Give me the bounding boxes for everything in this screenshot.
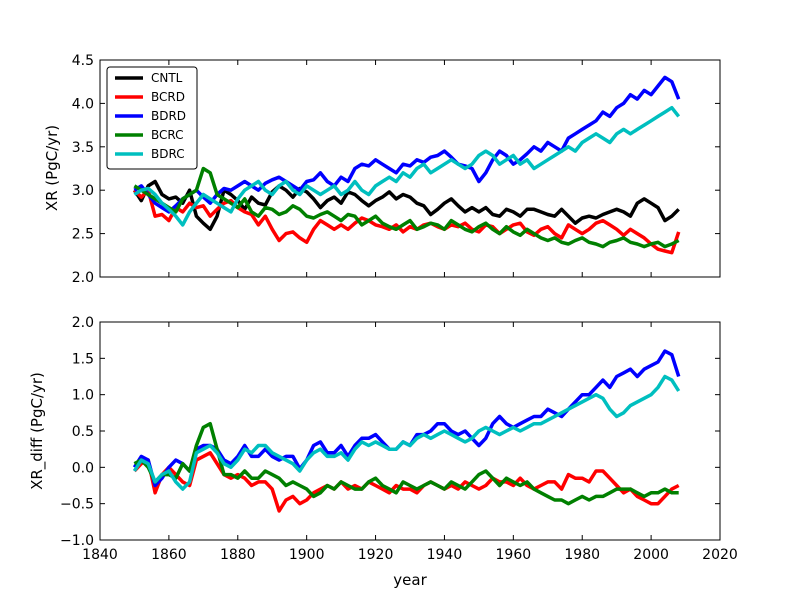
top-panel: 2.0 2.5 3.0 3.5 4.0 4.5 XR (PgC/yr) CNTL BCRD B… — [43, 53, 721, 286]
top-ytick-label: 2.0 — [72, 270, 94, 286]
legend-label-bcrc: BCRC — [151, 128, 184, 142]
bottom-ytick-label: 2.0 — [72, 315, 94, 331]
bottom-series-bcrc — [133, 421, 679, 506]
bottom-xtick-label: 1840 — [82, 547, 118, 563]
bottom-ytick-label: 1.5 — [72, 351, 94, 367]
top-ylabel: XR (PgC/yr) — [43, 125, 61, 211]
top-plot-frame — [99, 59, 721, 278]
bottom-ytick-label: 1.0 — [72, 388, 94, 404]
bottom-xlabel: year — [393, 571, 427, 589]
top-series-bcrd — [133, 188, 681, 255]
bottom-ytick-label: −1.0 — [60, 533, 94, 549]
top-ytick-label: 2.5 — [72, 227, 94, 243]
bottom-xtick-label: 1960 — [496, 547, 532, 563]
bottom-series-layer — [132, 349, 681, 513]
top-series-bdrc — [133, 105, 681, 227]
bottom-xtick-label: 1980 — [564, 547, 600, 563]
bottom-ytick-label: 0.0 — [72, 460, 94, 476]
bottom-ylabel: XR_diff (PgC/yr) — [28, 372, 47, 490]
legend-label-cntl: CNTL — [151, 71, 183, 85]
top-ticks-layer: 2.0 2.5 3.0 3.5 4.0 4.5 — [72, 53, 721, 286]
top-ytick-label: 3.5 — [72, 140, 94, 156]
bottom-xtick-label: 1920 — [358, 547, 394, 563]
bottom-xtick-label: 2020 — [702, 547, 738, 563]
top-ytick-label: 4.0 — [72, 96, 94, 112]
bottom-ytick-label: −0.5 — [60, 497, 94, 513]
top-ytick-label: 3.0 — [72, 183, 94, 199]
bottom-xtick-label: 2000 — [633, 547, 669, 563]
top-ytick-label: 4.5 — [72, 53, 94, 69]
top-series-layer — [132, 75, 681, 255]
legend-label-bdrd: BDRD — [151, 109, 186, 123]
top-series-cntl — [132, 179, 680, 232]
legend-box — [106, 66, 198, 170]
bottom-xtick-label: 1900 — [289, 547, 325, 563]
bottom-ytick-label: 0.5 — [72, 424, 94, 440]
legend-label-bcrd: BCRD — [151, 90, 185, 104]
bottom-panel: −1.0 −0.5 0.0 0.5 1.0 1.5 2.0 1840 1860 1880 1900 1… — [28, 315, 738, 589]
bottom-xtick-label: 1860 — [151, 547, 187, 563]
top-series-bcrc — [133, 166, 680, 249]
legend: CNTL BCRD BDRD BCRC BDRC — [106, 66, 198, 170]
legend-entries: CNTL BCRD BDRD BCRC BDRC — [115, 71, 186, 161]
bottom-xtick-label: 1940 — [427, 547, 463, 563]
top-series-bdrd — [133, 75, 681, 214]
bottom-ticks-layer: −1.0 −0.5 0.0 0.5 1.0 1.5 2.0 1840 1860 1880 1900 1… — [60, 315, 738, 563]
legend-label-bdrc: BDRC — [151, 147, 185, 161]
bottom-series-bdrc — [132, 374, 681, 491]
bottom-xtick-label: 1880 — [220, 547, 256, 563]
